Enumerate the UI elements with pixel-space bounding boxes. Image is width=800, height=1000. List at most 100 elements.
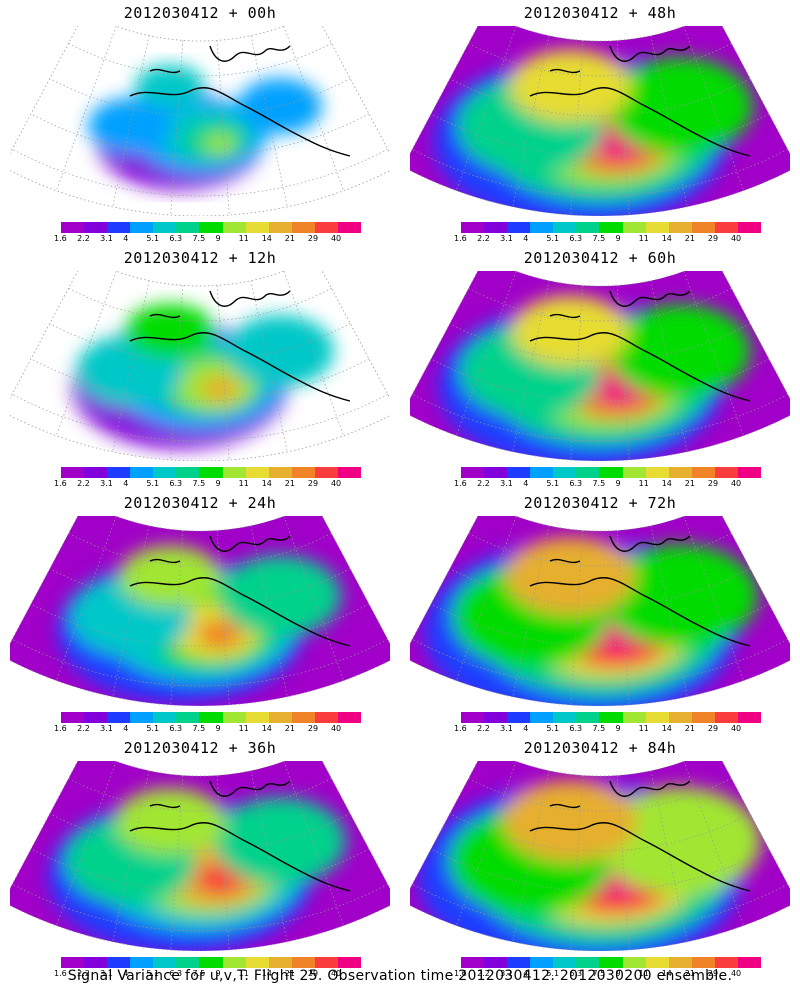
colorbar-label: 7.5 [192,234,206,243]
colorbar-swatch [645,957,669,968]
colorbar-swatch [507,712,531,723]
colorbar-label: 11 [638,479,649,488]
colorbar [461,957,762,968]
colorbar-swatch [553,467,577,478]
colorbar-label: 29 [307,479,319,488]
colorbar-swatch [176,712,200,723]
colorbar-label: 5.1 [546,479,560,488]
colorbar-swatch [222,957,246,968]
colorbar-swatch [507,467,531,478]
colorbar-swatch [484,712,508,723]
colorbar-swatch [245,957,269,968]
colorbar-label: 21 [684,479,695,488]
colorbar-swatch [461,222,485,233]
map-panel: 2012030412 + 84h 1.6 2.2 3.1 4 5.1 6.3 7.5 9 11 14… [400,735,800,985]
colorbar-label: 7.5 [592,724,606,733]
colorbar-swatch [84,467,108,478]
variance-blob [505,537,635,615]
colorbar [61,222,362,233]
colorbar-label: 3.1 [100,969,113,978]
map-panel: 2012030412 + 72h 1.6 2.2 3.1 4 5.1 6.3 7.5 9 11 14… [400,490,800,740]
colorbar-swatch [484,222,508,233]
colorbar-label: 9 [615,724,621,733]
colorbar-swatch [107,712,131,723]
colorbar-label: 9 [215,234,221,243]
graticule [412,271,788,461]
map-border [410,271,790,461]
colorbar-label: 1.6 [54,234,67,243]
colorbar-label: 29 [707,969,719,978]
colorbar-swatch [130,222,154,233]
colorbar-label: 9 [215,724,221,733]
map-panel: 2012030412 + 00h 1.6 2.2 3.1 4 5.1 6.3 7.5 9 11 14… [0,0,400,250]
colorbar [61,467,362,478]
colorbar-swatch [61,957,85,968]
colorbar-labels: 1.6 2.2 3.1 4 5.1 6.3 7.5 9 11 14 21 29 40 [454,234,761,246]
colorbar-swatch [314,712,338,723]
colorbar-swatch [130,712,154,723]
colorbar-label: 3.1 [100,479,113,488]
colorbar-swatch [222,222,246,233]
graticule [412,26,788,216]
colorbar-swatch [691,957,715,968]
colorbar-label: 7.5 [592,234,606,243]
variance-blob [218,555,342,637]
colorbar-label: 6.3 [169,479,183,488]
colorbar-label: 29 [707,234,719,243]
panel-title: 2012030412 + 72h [523,494,677,512]
polar-sector-map [410,26,790,216]
colorbar-labels: 1.6 2.2 3.1 4 5.1 6.3 7.5 9 11 14 21 29 40 [54,479,361,491]
polar-sector-map [10,516,390,706]
colorbar-swatch [268,222,292,233]
coastline [529,780,751,892]
map-border [10,271,390,461]
colorbar-swatch [199,957,223,968]
colorbar-swatch [153,712,177,723]
polar-sector-map [10,26,390,216]
colorbar-label: 2.2 [77,969,90,978]
figure-caption: Signal Variance for u,v,T. Flight 25. Ob… [67,968,733,984]
colorbar-swatch [337,467,362,478]
colorbar-swatch [714,222,738,233]
colorbar-swatch [461,712,485,723]
polar-sector-map [410,271,790,461]
variance-blob [204,134,236,154]
colorbar-label: 4 [523,234,529,243]
panel-title: 2012030412 + 60h [523,249,677,267]
colorbar-swatch [691,222,715,233]
colorbar-swatch [245,712,269,723]
colorbar-label: 40 [730,724,742,733]
colorbar-swatch [199,222,223,233]
variance-blob [606,57,754,155]
colorbar-label: 21 [684,969,695,978]
colorbar-label: 2.2 [477,234,490,243]
colorbar [61,712,362,723]
colorbar-swatch [314,222,338,233]
coastline [129,290,351,402]
colorbar-swatch [553,712,577,723]
graticule [12,26,388,216]
colorbar-swatch [222,467,246,478]
colorbar-swatch [737,712,762,723]
colorbar-label: 1.6 [54,724,67,733]
graticule [412,516,788,706]
colorbar [461,222,762,233]
colorbar-label: 7.5 [592,479,606,488]
colorbar-swatch [714,467,738,478]
coastline [529,535,751,647]
colorbar-swatch [268,957,292,968]
colorbar-swatch [291,957,315,968]
colorbar-swatch [337,957,362,968]
colorbar-swatch [576,222,600,233]
colorbar-swatch [61,467,85,478]
colorbar-label: 9 [615,969,621,978]
colorbar-label: 21 [284,969,295,978]
map-border [10,516,390,706]
variance-blob [125,304,215,358]
colorbar-swatch [176,222,200,233]
colorbar-label: 6.3 [169,724,183,733]
graticule [12,761,388,951]
colorbar-label: 40 [330,479,342,488]
colorbar-label: 11 [238,479,249,488]
colorbar-label: 4 [523,479,529,488]
